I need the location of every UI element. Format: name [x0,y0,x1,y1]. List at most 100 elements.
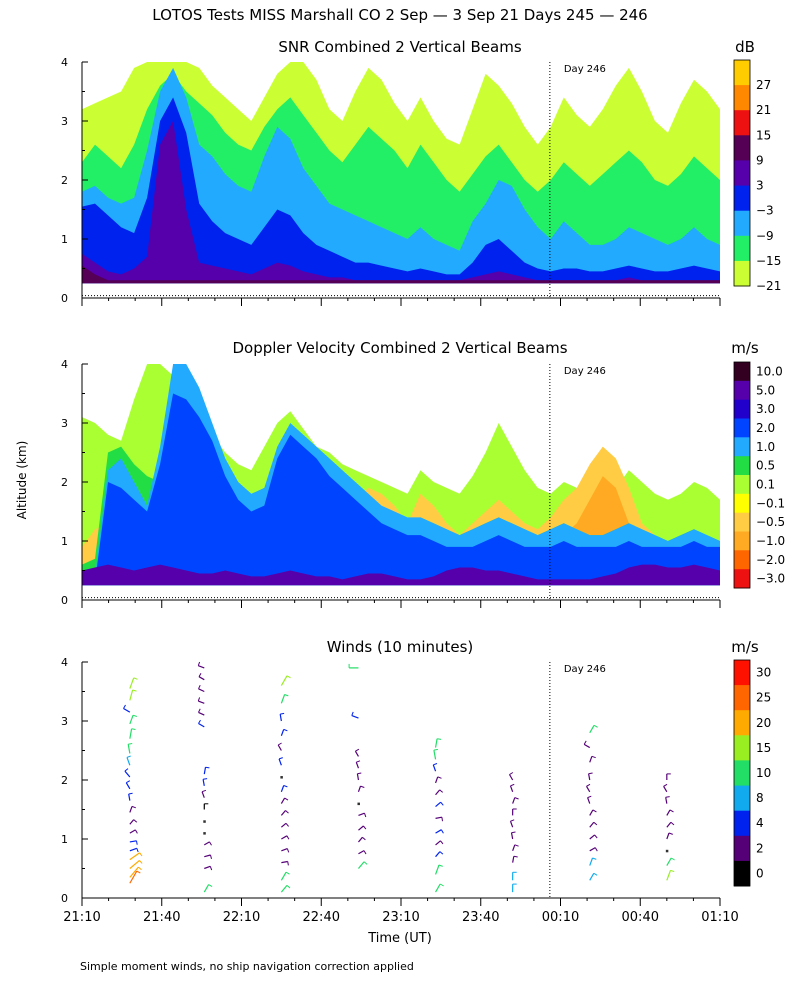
wind-barb [434,776,439,784]
doppler-colorbar-unit: m/s [731,339,759,357]
wind-barb-flag [360,785,365,788]
wind-barb-flag [670,869,675,873]
colorbar-label: −2.0 [756,553,785,567]
colorbar-label: −9 [756,229,774,243]
x-tick-label: 22:40 [303,910,340,925]
wind-barb-flag [201,789,207,793]
wind-barb [589,847,596,852]
wind-barb-flag [441,817,443,822]
wind-barb [280,885,288,893]
wind-barb-flag [357,772,362,775]
wind-barb [127,744,131,754]
wind-barb-flag [592,857,597,860]
colorbar-label: 15 [756,741,771,755]
wind-barb-flag [136,870,141,874]
wind-barb [435,829,442,834]
wind-barb [129,819,135,825]
winds-axes: 0 1 2 3 4 21:10 21:40 22:10 22:40 23:10 23:40 00:10… [61,656,739,925]
wind-barb-flag [210,854,212,860]
wind-barb-flag [511,831,516,834]
colorbar-label: −3 [756,204,774,218]
colorbar-label: 2.0 [756,421,775,435]
colorbar-swatch [734,210,750,237]
colorbar-label: 15 [756,128,771,142]
contour-level-6 [82,564,720,586]
wind-barb-flag [670,857,675,861]
wind-barb [129,677,135,689]
colorbar-label: 3 [756,179,764,193]
wind-barb [354,750,359,757]
wind-barb [129,847,138,852]
x-tick-label: 00:10 [542,910,579,925]
y-tick-label: 1 [61,833,68,846]
wind-barb [280,675,288,686]
wind-barb-flag [283,728,288,732]
day-marker-label: Day 246 [564,664,606,675]
y-tick-label: 2 [61,476,68,489]
wind-barb [508,774,514,781]
wind-barb-flag [285,871,290,875]
colorbar-swatch [734,110,750,136]
colorbar-swatch [734,135,750,161]
wind-barb [280,785,285,793]
wind-barb-flag [593,724,598,728]
wind-barb-flag [286,885,291,889]
wind-barb [280,797,286,804]
wind-barb [585,785,591,793]
colorbar-label: 0.1 [756,477,775,491]
wind-barb [129,852,141,861]
wind-barb [280,871,287,881]
wind-barb [129,689,134,701]
colorbar-label: 4 [756,816,764,830]
x-tick-label: 21:40 [143,910,180,925]
wind-barb [589,834,595,840]
x-tick-label: 21:10 [63,910,100,925]
wind-barb-flag [278,757,283,760]
colorbar-label: 21 [756,103,771,117]
wind-barb [203,767,207,775]
wind-barb-flag [126,780,131,784]
day-marker-label: Day 246 [564,366,606,377]
wind-barb-flag [133,677,138,680]
wind-barb-flag [136,840,138,845]
wind-barb-flag [665,796,670,798]
colorbar-swatch [734,160,750,186]
wind-barb-flag [131,728,136,730]
wind-barb-flag [124,768,129,772]
y-tick-label: 1 [61,233,68,246]
colorbar-swatch [734,235,750,262]
colorbar-swatch [734,810,750,837]
wind-barb-flag [131,805,136,809]
wind-barb [665,797,668,804]
y-tick-label: 0 [61,594,68,607]
wind-barb [281,835,288,840]
wind-barb-flag [587,795,592,799]
colorbar-swatch [734,531,750,551]
colorbar-label: 10 [756,766,771,780]
wind-barb [435,816,443,819]
wind-barb-flag [134,829,138,834]
wind-barb-flag [283,785,288,788]
wind-barb [435,883,441,893]
wind-barb [128,793,131,801]
colorbar-label: 25 [756,691,771,705]
wind-barb-flag [514,797,519,800]
colorbar-swatch [734,835,750,862]
wind-barb [204,854,211,858]
wind-barb [589,724,595,734]
wind-calm-point [665,849,669,853]
wind-barb [129,866,139,878]
colorbar-label: 9 [756,153,764,167]
wind-barb [588,773,591,781]
x-tick-label: 23:10 [382,910,419,925]
wind-calm-point [203,832,206,835]
wind-barb [589,872,595,881]
colorbar-swatch [734,710,750,736]
wind-barb [198,722,205,728]
wind-barb [583,743,591,749]
wind-barb-flag [287,861,289,866]
wind-barb-flag [284,694,289,697]
wind-barb [129,806,133,813]
wind-barb-flag [286,835,290,840]
